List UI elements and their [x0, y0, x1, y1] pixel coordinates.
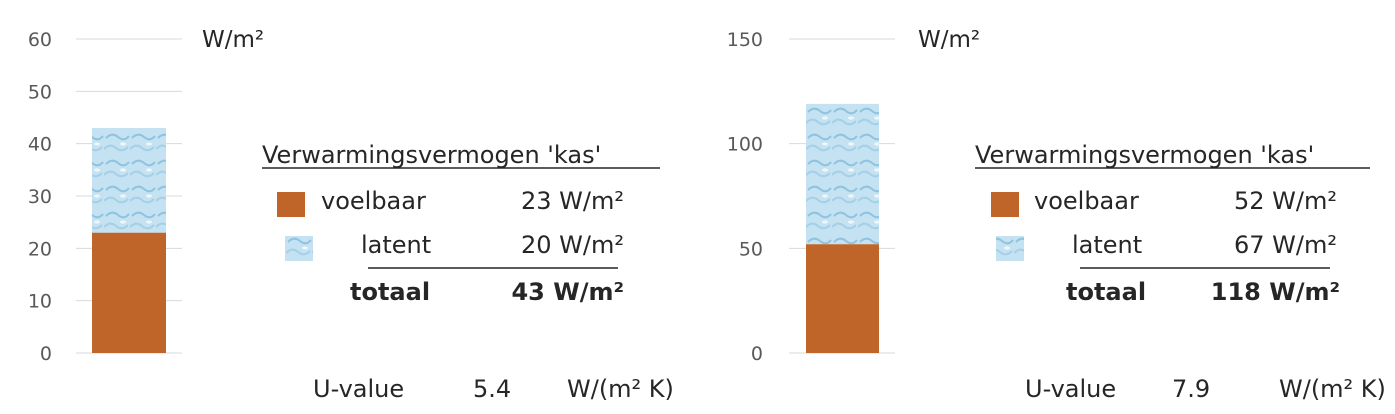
chart-1-y-tick-30: 30: [28, 186, 52, 208]
chart-1-legend: Verwarmingsvermogen 'kas' voelbaar 23 W/…: [262, 141, 660, 306]
chart-1-u-value-number: 5.4: [473, 375, 511, 403]
chart-1-bar-voelbaar: [92, 232, 166, 353]
chart-1-u-value-unit: W/(m² K): [567, 375, 674, 403]
chart-2-u-value-unit: W/(m² K): [1279, 375, 1386, 403]
chart-2-y-tick-50: 50: [739, 238, 763, 260]
chart-1: 0 10 20 30 40 50 60 W/m² Verwarmingsvermogen '…: [28, 27, 674, 403]
chart-2-bar-latent: [806, 103, 879, 245]
chart-2-legend-label-totaal: totaal: [1066, 278, 1146, 306]
chart-2-legend-swatch-latent: [996, 236, 1024, 261]
chart-1-u-value-label: U-value: [313, 375, 404, 403]
chart-1-legend-value-totaal: 43 W/m²: [511, 278, 624, 306]
chart-1-y-tick-10: 10: [28, 291, 52, 313]
chart-1-legend-label-latent: latent: [361, 231, 431, 259]
chart-1-legend-title: Verwarmingsvermogen 'kas': [262, 141, 601, 169]
chart-2-bars: [806, 103, 879, 353]
chart-2-y-tick-labels: 0 50 100 150: [727, 29, 763, 365]
chart-1-legend-value-latent: 20 W/m²: [521, 231, 624, 259]
chart-2-legend-value-latent: 67 W/m²: [1234, 231, 1337, 259]
chart-2-y-tick-150: 150: [727, 29, 763, 51]
chart-2-bar-voelbaar: [806, 244, 879, 353]
chart-1-y-tick-0: 0: [40, 343, 52, 365]
chart-2-y-tick-100: 100: [727, 134, 763, 156]
chart-1-y-tick-40: 40: [28, 134, 52, 156]
chart-2-legend-value-voelbaar: 52 W/m²: [1234, 187, 1337, 215]
chart-1-y-tick-labels: 0 10 20 30 40 50 60: [28, 29, 52, 365]
chart-2-legend: Verwarmingsvermogen 'kas' voelbaar 52 W/…: [975, 141, 1370, 306]
chart-1-legend-label-totaal: totaal: [350, 278, 430, 306]
chart-2-legend-label-voelbaar: voelbaar: [1034, 187, 1139, 215]
chart-2-u-value-number: 7.9: [1172, 375, 1210, 403]
chart-2-legend-label-latent: latent: [1072, 231, 1142, 259]
chart-1-u-value: U-value 5.4 W/(m² K): [313, 375, 674, 403]
chart-1-legend-swatch-voelbaar: [277, 192, 305, 217]
chart-1-legend-value-voelbaar: 23 W/m²: [521, 187, 624, 215]
chart-1-y-tick-50: 50: [28, 81, 52, 103]
chart-2-legend-value-totaal: 118 W/m²: [1211, 278, 1340, 306]
chart-2-u-value: U-value 7.9 W/(m² K): [1025, 375, 1386, 403]
chart-2: 0 50 100 150 W/m² Verwarmingsvermogen 'kas'…: [727, 27, 1386, 403]
chart-1-unit-label: W/m²: [202, 27, 264, 53]
chart-2-u-value-label: U-value: [1025, 375, 1116, 403]
chart-1-y-tick-20: 20: [28, 238, 52, 260]
chart-2-legend-swatch-voelbaar: [991, 192, 1019, 217]
chart-2-legend-title: Verwarmingsvermogen 'kas': [975, 141, 1314, 169]
chart-1-y-tick-60: 60: [28, 29, 52, 51]
chart-2-unit-label: W/m²: [918, 27, 980, 53]
chart-1-legend-swatch-latent: [285, 236, 313, 261]
chart-1-legend-label-voelbaar: voelbaar: [321, 187, 426, 215]
chart-1-bar-latent: [92, 127, 166, 233]
chart-2-y-tick-0: 0: [751, 343, 763, 365]
chart-1-bars: [92, 127, 166, 353]
